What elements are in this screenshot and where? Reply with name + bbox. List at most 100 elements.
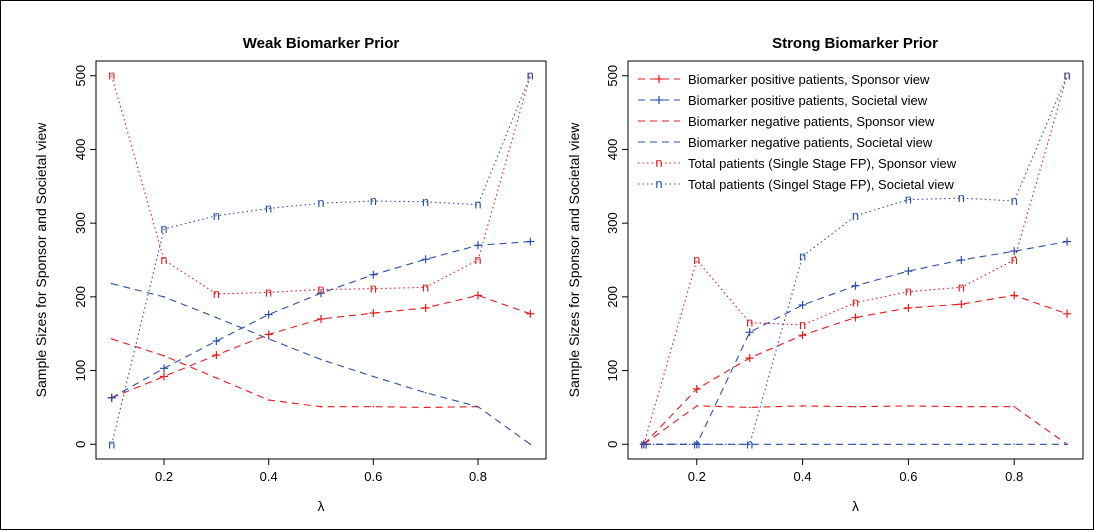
x-tick-label: 0.2 (155, 469, 173, 484)
data-point: n (905, 192, 912, 207)
data-point: n (160, 252, 167, 267)
data-point (473, 241, 482, 250)
legend-label: Total patients (Single Stage FP), Sponso… (688, 156, 957, 171)
y-tick-label: 300 (605, 212, 620, 234)
series-1 (639, 291, 1072, 449)
series-3 (643, 405, 1068, 446)
data-point (798, 331, 807, 340)
data-point: n (422, 279, 429, 294)
data-point (317, 314, 325, 323)
y-tick-label: 0 (73, 441, 88, 448)
data-point (1013, 443, 1016, 446)
data-point (369, 309, 378, 318)
data-point (1010, 247, 1019, 256)
data-point (160, 372, 169, 381)
data-point (851, 313, 860, 322)
data-point (801, 443, 804, 446)
chart-title: Weak Biomarker Prior (243, 35, 400, 52)
data-point: n (1011, 252, 1018, 267)
y-axis-label: Sample Sizes for Sponsor and Societal vi… (566, 122, 582, 398)
data-point: n (422, 194, 429, 209)
data-point (424, 391, 427, 394)
data-point (215, 377, 218, 379)
data-point: n (905, 284, 912, 299)
y-tick-label: 200 (605, 286, 620, 308)
x-tick-label: 0.4 (794, 469, 812, 484)
data-point (695, 443, 698, 446)
y-tick-label: 100 (605, 360, 620, 382)
data-point (745, 354, 754, 363)
data-point: n (317, 195, 324, 210)
data-point: n (958, 190, 965, 205)
data-point (372, 405, 375, 408)
series-line (111, 338, 479, 408)
data-point (904, 303, 913, 312)
plot-frame (95, 60, 547, 460)
series-line (643, 405, 1068, 445)
y-tick-label: 500 (73, 65, 88, 87)
legend-item: Biomarker positive patients, Sponsor vie… (638, 72, 930, 87)
series-4 (643, 443, 1068, 446)
data-point (960, 405, 963, 408)
series-5: n n n n n n n n n (108, 68, 534, 301)
x-tick-label: 0.6 (899, 469, 917, 484)
data-point: n (746, 436, 753, 451)
data-point (264, 330, 273, 339)
data-point: n (852, 208, 859, 223)
data-point (421, 255, 430, 264)
legend-item: Biomarker negative patients, Societal vi… (638, 135, 933, 150)
legend: Biomarker positive patients, Sponsor vie… (638, 72, 957, 192)
data-point (1063, 237, 1072, 246)
data-point (477, 405, 479, 408)
x-tick-label: 0.2 (688, 469, 706, 484)
data-point: n (1064, 68, 1071, 83)
legend-item: n Total patients (Singel Stage FP), Socie… (638, 176, 955, 192)
data-point: n (213, 286, 220, 301)
legend-label: Biomarker negative patients, Societal vi… (688, 135, 933, 150)
legend-marker: n (655, 155, 662, 170)
data-point: n (265, 284, 272, 299)
y-tick-label: 300 (73, 212, 88, 234)
data-point (526, 237, 535, 246)
data-point (957, 300, 966, 309)
legend-marker: n (655, 176, 662, 191)
data-point: n (474, 252, 481, 267)
data-point (854, 443, 857, 446)
data-point: n (1011, 193, 1018, 208)
chart-title: Strong Biomarker Prior (772, 35, 938, 52)
y-axis-label: Sample Sizes for Sponsor and Societal vi… (33, 122, 49, 398)
x-axis-label: λ (852, 498, 859, 514)
data-point (904, 267, 913, 276)
data-point: n (108, 68, 115, 83)
x-axis-label: λ (318, 498, 325, 514)
data-point (317, 289, 325, 298)
data-point (748, 406, 751, 409)
data-point: n (527, 68, 534, 83)
data-point: n (160, 221, 167, 236)
data-point (163, 355, 165, 357)
data-point: n (640, 436, 647, 451)
data-point: n (640, 436, 647, 451)
data-point: n (370, 193, 377, 208)
data-point (320, 405, 322, 408)
data-point (369, 270, 378, 279)
data-point: n (317, 281, 324, 296)
data-point (215, 316, 218, 319)
data-point (107, 393, 116, 402)
data-point (1063, 309, 1072, 318)
chart-panel-2: Strong Biomarker Prior 0.2 0.4 0.6 0.8 0 100 20… (566, 35, 1084, 514)
series-6: n n n n n n n n n (108, 68, 534, 452)
data-point (473, 291, 482, 300)
y-tick-label: 100 (73, 360, 88, 382)
y-tick-label: 500 (605, 65, 620, 87)
data-point: n (746, 315, 753, 330)
data-point (110, 282, 113, 285)
data-point (854, 405, 857, 408)
data-point (526, 309, 535, 318)
data-point (160, 364, 169, 373)
series-line (111, 75, 531, 445)
data-point (1066, 443, 1068, 446)
series-4 (110, 282, 532, 446)
